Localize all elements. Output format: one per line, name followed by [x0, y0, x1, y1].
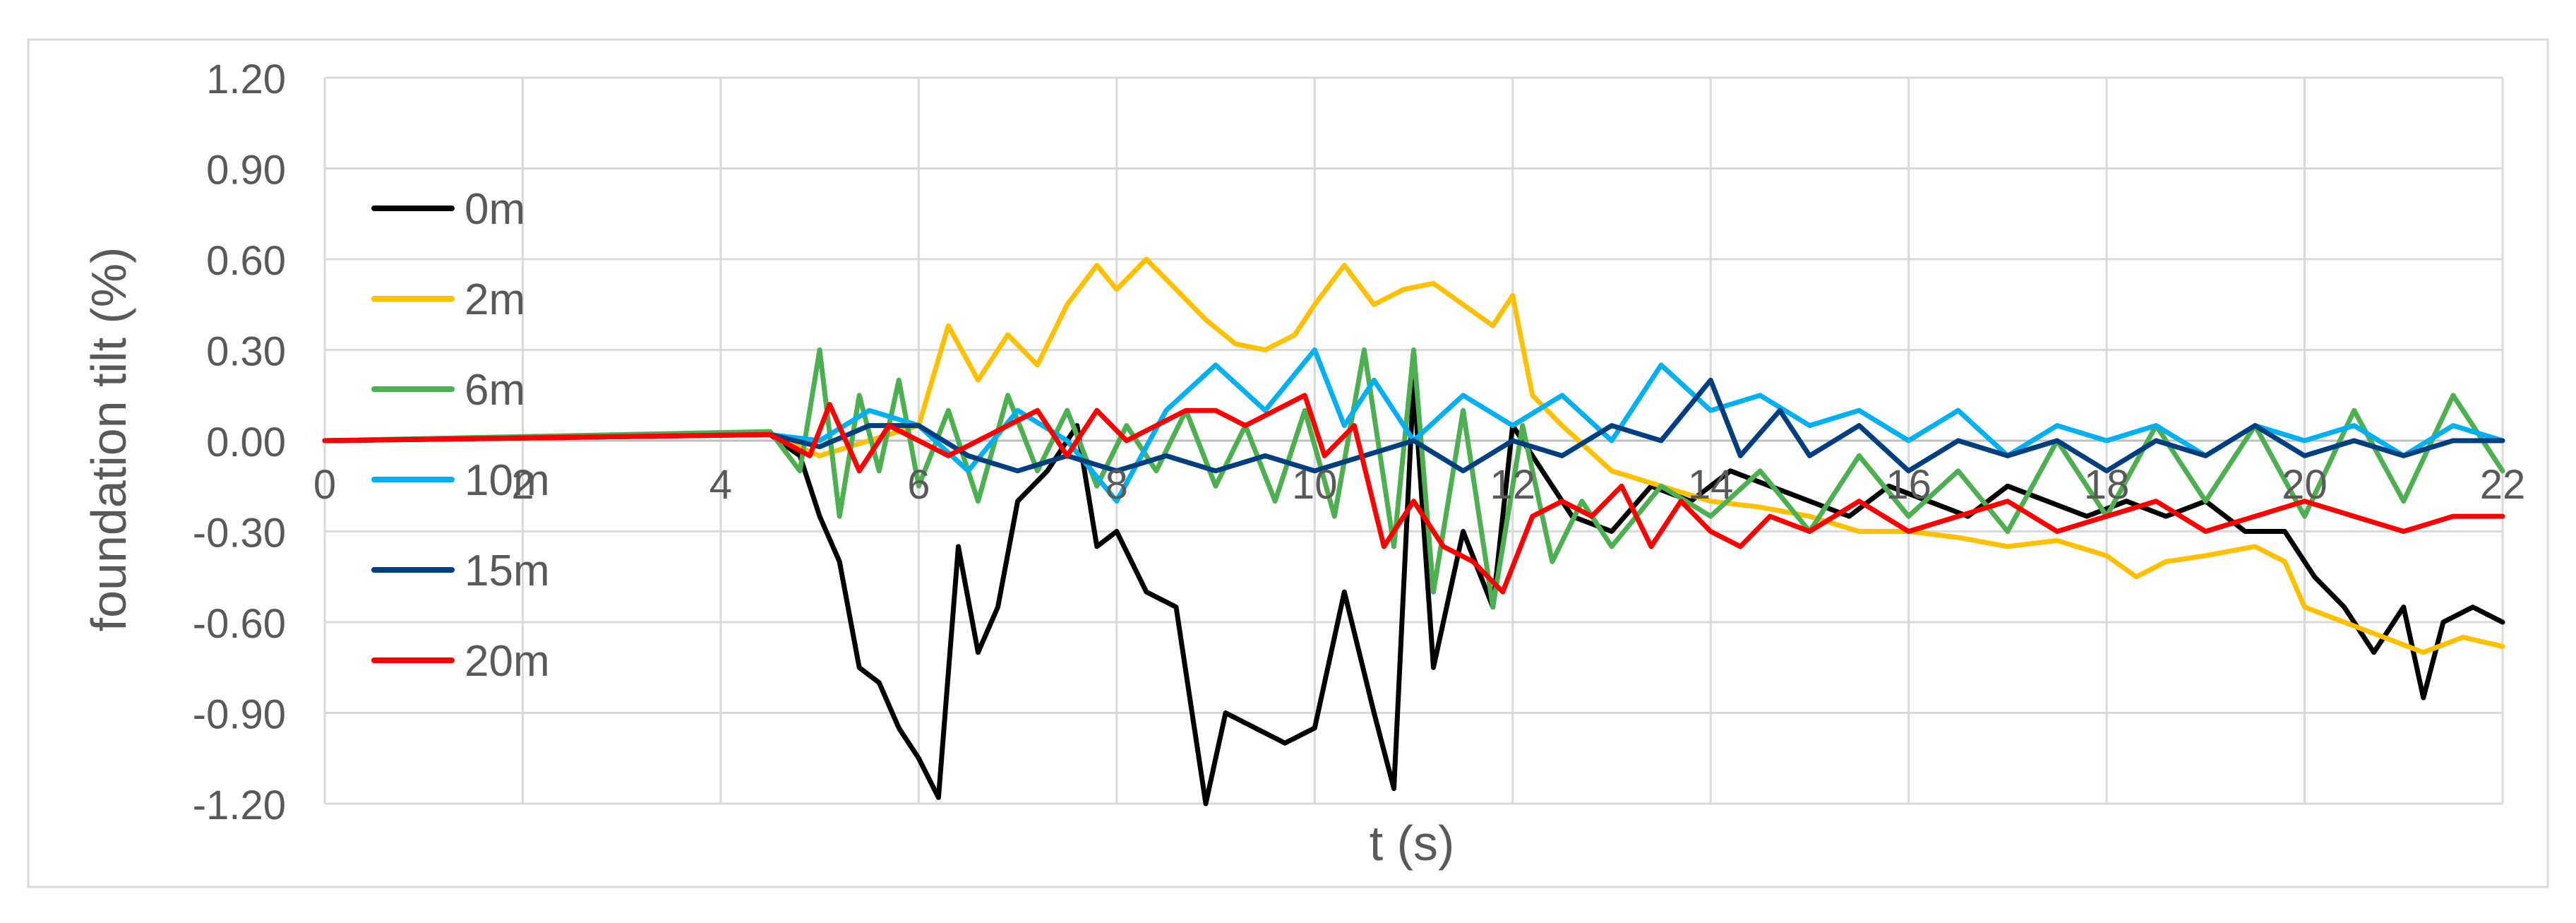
x-tick-label: 0 [313, 462, 336, 508]
y-tick-label: -1.20 [193, 782, 286, 828]
y-axis-label: foundation tilt (%) [81, 247, 136, 632]
series-line-6m [322, 347, 2505, 610]
series-line-20m [322, 393, 2505, 595]
x-tick-label: 12 [1490, 462, 1535, 508]
x-axis-label: t (s) [1370, 816, 1455, 871]
tick-labels: -1.20 -0.90 -0.60 -0.30 0.00 0.30 0.60 0.90 1.20… [193, 56, 2525, 828]
y-tick-label: 0.30 [206, 329, 286, 375]
series-line-2m [322, 256, 2505, 655]
y-tick-label: 0.00 [206, 419, 286, 465]
legend-label-2m: 2m [465, 275, 525, 324]
x-tick-label: 20 [2282, 462, 2328, 508]
legend-label-10m: 10m [465, 456, 550, 505]
x-tick-label: 18 [2084, 462, 2130, 508]
series-lines [322, 256, 2505, 806]
legend-label-6m: 6m [465, 366, 525, 415]
y-tick-label: -0.90 [193, 692, 286, 738]
x-tick-label: 22 [2480, 462, 2526, 508]
x-tick-label: 4 [709, 462, 732, 508]
x-tick-label: 6 [907, 462, 930, 508]
x-tick-label: 10 [1292, 462, 1338, 508]
y-tick-label: 0.90 [206, 148, 286, 193]
y-tick-label: 1.20 [206, 56, 286, 102]
x-tick-label: 16 [1886, 462, 1931, 508]
legend-label-0m: 0m [465, 185, 525, 234]
legend-label-20m: 20m [465, 637, 550, 686]
x-tick-label: 8 [1106, 462, 1128, 508]
series-line-15m [322, 377, 2505, 474]
y-tick-label: -0.30 [193, 511, 286, 556]
x-tick-label: 2 [511, 462, 534, 508]
x-tick-label: 14 [1688, 462, 1734, 508]
y-tick-label: 0.60 [206, 238, 286, 284]
legend: 0m 2m 6m 10m 15m 20m [371, 185, 550, 686]
y-tick-label: -0.60 [193, 601, 286, 647]
legend-label-15m: 15m [465, 547, 550, 595]
